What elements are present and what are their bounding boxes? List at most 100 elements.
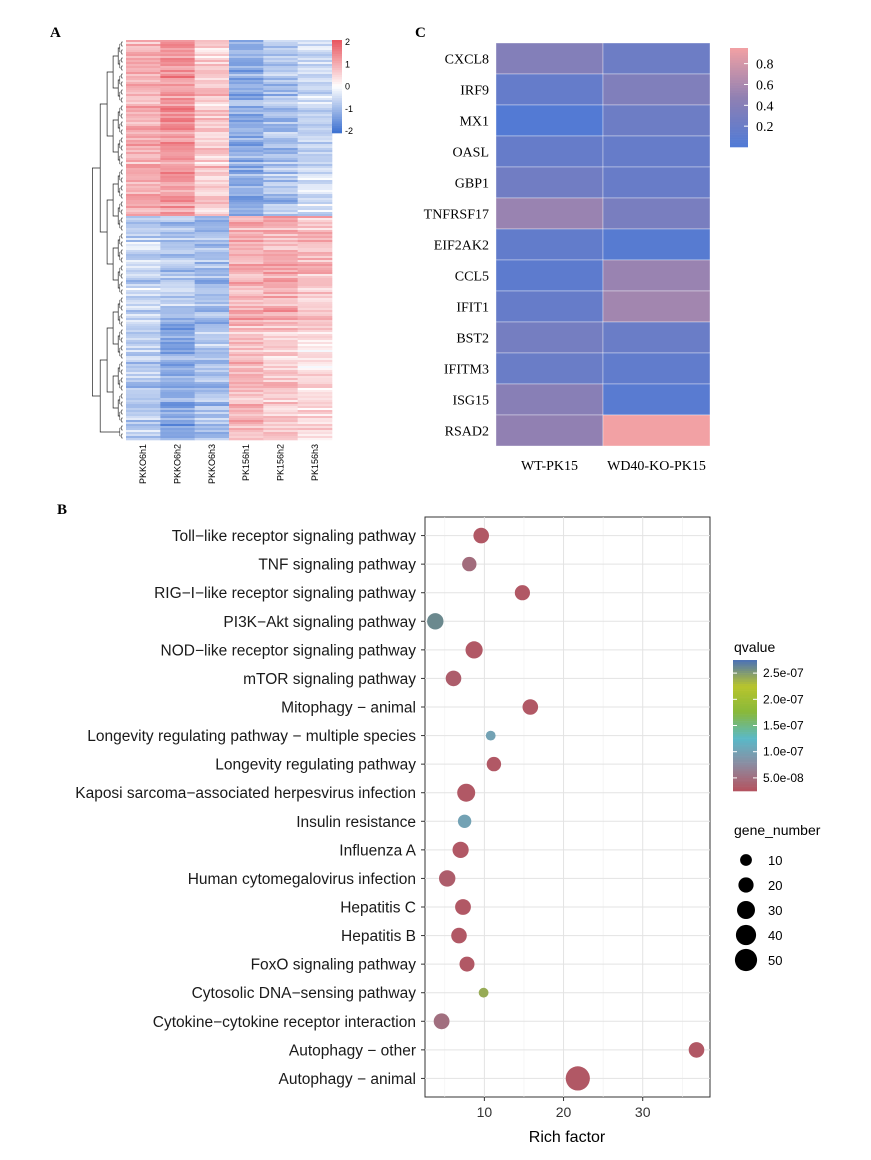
heatmap-a-cell xyxy=(263,184,298,187)
qvalue-swatch xyxy=(733,769,757,772)
heatmap-a-cell xyxy=(263,312,298,315)
heatmap-a-cell xyxy=(126,46,161,49)
heatmap-a-cell xyxy=(263,98,298,101)
legend-c-swatch xyxy=(730,82,748,86)
heatmap-a-cell xyxy=(229,166,264,169)
heatmap-a-cell xyxy=(160,360,195,363)
heatmap-a-cell xyxy=(160,110,195,113)
heatmap-a-cell xyxy=(297,272,333,275)
qvalue-swatch xyxy=(733,666,757,670)
heatmap-a-cell xyxy=(126,62,161,65)
heatmap-a-cell xyxy=(263,66,298,69)
heatmap-a-cell xyxy=(194,326,230,329)
heatmap-a-cell xyxy=(160,376,195,379)
heatmap-a-cell xyxy=(160,96,195,99)
pathway-label: Mitophagy − animal xyxy=(281,700,416,717)
heatmap-a-cell xyxy=(160,438,195,441)
heatmap-a-cell xyxy=(263,94,298,97)
heatmap-c-cell xyxy=(495,197,604,230)
heatmap-a-cell xyxy=(194,292,230,295)
heatmap-a-cell xyxy=(297,378,333,381)
heatmap-a-cell xyxy=(263,100,298,103)
heatmap-a-cell xyxy=(297,308,333,311)
heatmap-a-cell xyxy=(263,276,298,279)
heatmap-a-cell xyxy=(126,332,161,335)
dendrogram-branch xyxy=(121,321,123,327)
heatmap-a-cell xyxy=(194,112,230,115)
pathway-label: Hepatitis B xyxy=(341,928,416,945)
heatmap-a-cell xyxy=(229,350,264,353)
heatmap-a-cell xyxy=(229,114,264,117)
heatmap-a-cell xyxy=(263,256,298,259)
heatmap-a-cell xyxy=(297,312,333,315)
heatmap-a-cell xyxy=(126,236,161,239)
heatmap-a-cell xyxy=(297,262,333,265)
heatmap-a-cell xyxy=(126,224,161,227)
gene-number-legend-dot xyxy=(738,877,754,893)
heatmap-a-cell xyxy=(263,290,298,293)
qvalue-swatch xyxy=(733,710,757,713)
heatmap-a-cell xyxy=(297,242,333,245)
legend-c-swatch xyxy=(730,60,748,64)
heatmap-a-cell xyxy=(160,382,195,385)
heatmap-a-cell xyxy=(126,334,161,337)
heatmap-a-cell xyxy=(297,412,333,415)
heatmap-a-cell xyxy=(160,244,195,247)
dendrogram-branch xyxy=(121,57,123,63)
heatmap-a-cell xyxy=(160,404,195,407)
heatmap-a-cell xyxy=(194,358,230,361)
heatmap-a-cell xyxy=(297,390,333,393)
legend-c-tick-label: 0.4 xyxy=(756,99,774,114)
heatmap-a-cell xyxy=(229,266,264,269)
heatmap-a-cell xyxy=(263,340,298,343)
heatmap-a-cell xyxy=(297,278,333,281)
legend-a-swatch xyxy=(332,74,342,78)
heatmap-a-cell xyxy=(229,290,264,293)
pathway-bubble xyxy=(427,613,444,630)
heatmap-a-cell xyxy=(263,40,298,43)
heatmap-a-cell xyxy=(194,140,230,143)
legend-a-swatch xyxy=(332,70,342,73)
heatmap-a-cell xyxy=(229,68,264,71)
heatmap-a-cell xyxy=(126,230,161,233)
heatmap-a-cell xyxy=(229,420,264,423)
heatmap-a-cell xyxy=(160,282,195,285)
heatmap-a-cell xyxy=(194,256,230,259)
heatmap-a-cell xyxy=(297,424,333,427)
heatmap-a-cell xyxy=(297,222,333,225)
heatmap-a-cell xyxy=(126,322,161,325)
heatmap-c-row-label: IRF9 xyxy=(460,84,489,99)
heatmap-a-cell xyxy=(160,328,195,331)
heatmap-a-cell xyxy=(229,292,264,295)
heatmap-a-cell xyxy=(160,424,195,427)
heatmap-a-cell xyxy=(160,256,195,259)
heatmap-a-cell xyxy=(160,330,195,333)
legend-a-swatch xyxy=(332,107,342,111)
heatmap-a-cell xyxy=(126,434,161,437)
heatmap-a-cell xyxy=(263,166,298,169)
heatmap-a-cell xyxy=(263,244,298,247)
heatmap-a-cell xyxy=(229,378,264,381)
pathway-label: Cytosolic DNA−sensing pathway xyxy=(192,985,417,1002)
heatmap-a-cell xyxy=(160,192,195,195)
heatmap-a-cell xyxy=(229,194,264,197)
heatmap-a-cell xyxy=(229,300,264,303)
gene-number-legend-dot xyxy=(734,948,758,972)
heatmap-a-cell xyxy=(263,152,298,155)
heatmap-a-cell xyxy=(160,178,195,181)
heatmap-a-cell xyxy=(229,120,264,123)
heatmap-a-cell xyxy=(194,54,230,57)
heatmap-a-cell xyxy=(297,72,333,75)
legend-a-swatch xyxy=(332,88,342,92)
heatmap-a-cell xyxy=(229,372,264,375)
heatmap-a-cell xyxy=(194,366,230,369)
legend-c-swatch xyxy=(730,104,748,108)
legend-c-swatch xyxy=(730,72,748,76)
heatmap-a-cell xyxy=(194,420,230,423)
heatmap-a-cell xyxy=(297,146,333,149)
heatmap-a-cell xyxy=(160,162,195,165)
heatmap-a-cell xyxy=(126,192,161,195)
heatmap-a-cell xyxy=(297,96,333,99)
pathway-label: Autophagy − other xyxy=(289,1042,416,1059)
heatmap-a-cell xyxy=(263,358,298,361)
